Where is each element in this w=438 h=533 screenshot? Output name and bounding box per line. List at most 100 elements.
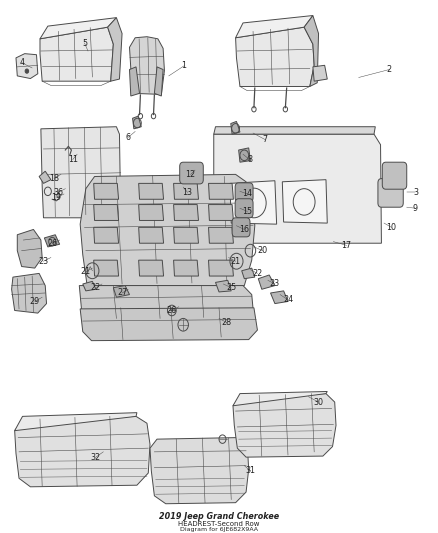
Text: 32: 32 [91, 453, 101, 462]
Polygon shape [214, 127, 375, 134]
Polygon shape [236, 15, 313, 38]
Polygon shape [208, 183, 233, 199]
Text: 30: 30 [314, 398, 324, 407]
Polygon shape [113, 286, 130, 297]
Text: 19: 19 [52, 193, 62, 202]
Polygon shape [139, 183, 163, 199]
Polygon shape [283, 180, 327, 223]
Polygon shape [214, 134, 381, 243]
Polygon shape [239, 148, 251, 162]
Polygon shape [80, 308, 258, 341]
Polygon shape [133, 116, 141, 129]
Polygon shape [108, 18, 122, 81]
Text: 4: 4 [19, 58, 24, 67]
Text: 23: 23 [39, 257, 49, 266]
FancyBboxPatch shape [232, 218, 250, 237]
Polygon shape [83, 281, 96, 291]
Text: 36: 36 [53, 188, 64, 197]
Polygon shape [154, 67, 163, 96]
Polygon shape [139, 228, 163, 243]
Text: 25: 25 [226, 283, 237, 292]
Polygon shape [12, 273, 46, 313]
Polygon shape [236, 27, 314, 86]
Text: 21: 21 [230, 257, 240, 266]
Polygon shape [139, 260, 163, 276]
Text: 12: 12 [186, 170, 196, 179]
Text: 26: 26 [47, 239, 57, 248]
Polygon shape [304, 15, 318, 86]
FancyBboxPatch shape [180, 162, 203, 184]
Polygon shape [14, 413, 137, 431]
Text: 2: 2 [387, 65, 392, 74]
Polygon shape [313, 66, 327, 81]
FancyBboxPatch shape [382, 162, 407, 189]
Polygon shape [208, 228, 233, 243]
FancyBboxPatch shape [378, 179, 403, 207]
Polygon shape [39, 171, 51, 183]
Text: 7: 7 [262, 135, 268, 144]
Text: 14: 14 [242, 189, 252, 198]
Polygon shape [258, 275, 275, 289]
Text: 29: 29 [30, 297, 40, 306]
Polygon shape [14, 416, 150, 487]
Circle shape [25, 69, 28, 73]
Text: 9: 9 [413, 204, 418, 213]
Text: 5: 5 [82, 38, 87, 47]
Polygon shape [94, 260, 119, 276]
Text: 27: 27 [117, 288, 127, 297]
Text: 22: 22 [252, 269, 262, 278]
Polygon shape [16, 54, 38, 78]
Text: 16: 16 [239, 225, 249, 234]
Polygon shape [233, 391, 327, 406]
Polygon shape [94, 228, 119, 243]
Polygon shape [139, 205, 163, 221]
Text: Diagram for 6JE682X9AA: Diagram for 6JE682X9AA [180, 527, 258, 532]
Text: HEADREST-Second Row: HEADREST-Second Row [178, 521, 260, 527]
FancyBboxPatch shape [235, 183, 253, 202]
Polygon shape [230, 181, 277, 224]
Text: 22: 22 [91, 283, 101, 292]
Polygon shape [242, 268, 255, 279]
Text: 3: 3 [413, 188, 418, 197]
Text: 24: 24 [283, 295, 293, 304]
Polygon shape [94, 205, 119, 221]
Polygon shape [17, 229, 42, 268]
Polygon shape [231, 122, 240, 134]
Text: 23: 23 [270, 279, 280, 288]
Text: 18: 18 [49, 174, 59, 183]
Text: 1: 1 [182, 61, 187, 70]
Polygon shape [94, 183, 119, 199]
Polygon shape [150, 438, 249, 504]
Polygon shape [80, 174, 255, 286]
Polygon shape [233, 393, 336, 457]
Text: 28: 28 [222, 318, 232, 327]
Text: 31: 31 [245, 466, 255, 475]
Polygon shape [130, 37, 164, 94]
Polygon shape [271, 291, 288, 304]
Polygon shape [208, 205, 233, 221]
Polygon shape [173, 260, 198, 276]
Polygon shape [130, 67, 140, 96]
Text: 13: 13 [183, 188, 193, 197]
Text: 17: 17 [342, 241, 352, 250]
Polygon shape [173, 205, 198, 221]
Text: 26: 26 [167, 306, 177, 315]
Text: 20: 20 [258, 246, 268, 255]
Polygon shape [41, 127, 121, 218]
Polygon shape [215, 280, 231, 292]
Polygon shape [208, 260, 233, 276]
FancyBboxPatch shape [235, 199, 253, 218]
Polygon shape [44, 235, 60, 247]
Polygon shape [79, 286, 253, 319]
Text: 11: 11 [68, 155, 78, 164]
Text: 10: 10 [386, 223, 396, 232]
Polygon shape [40, 18, 117, 39]
Text: 15: 15 [242, 207, 252, 216]
Polygon shape [40, 27, 113, 81]
Text: 21: 21 [81, 268, 91, 276]
Text: 2019 Jeep Grand Cherokee: 2019 Jeep Grand Cherokee [159, 512, 279, 521]
Polygon shape [173, 183, 198, 199]
Text: 6: 6 [126, 133, 131, 142]
Text: 8: 8 [247, 155, 252, 164]
Polygon shape [173, 228, 198, 243]
